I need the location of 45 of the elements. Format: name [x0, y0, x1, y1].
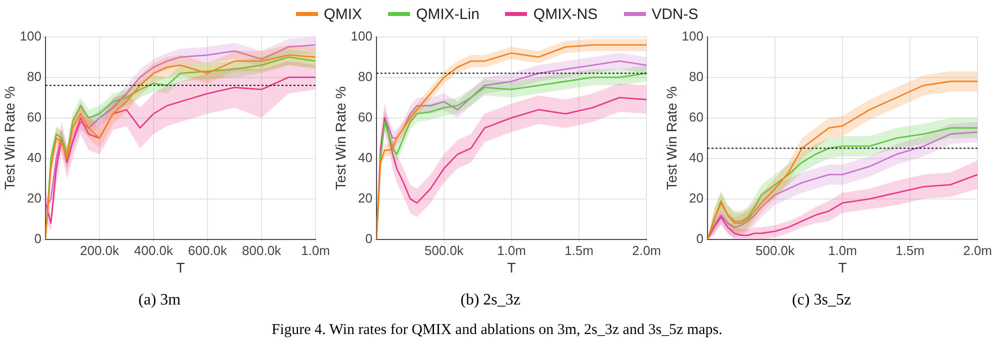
y-axis-title: Test Win Rate %: [332, 86, 348, 190]
x-tick-label: 800.0k: [242, 242, 282, 258]
y-tick-label: 40: [358, 150, 372, 165]
y-tick-label: 0: [365, 230, 372, 246]
x-tick-label: 1.0m: [497, 242, 526, 258]
y-tick-label: 60: [689, 109, 704, 124]
x-tick-label: 500.0k: [424, 242, 464, 258]
y-tick-label: 20: [689, 190, 704, 206]
x-tick-label: 2.0m: [632, 242, 662, 258]
text: (c) 3s_5z: [792, 292, 852, 309]
y-axis-title: Test Win Rate %: [663, 86, 680, 190]
x-tick-label: 1.5m: [896, 242, 924, 258]
text: (b) 2s_3z: [460, 292, 520, 309]
x-tick-label: 1.0m: [828, 242, 857, 258]
y-tick-label: 80: [689, 68, 704, 84]
x-tick-label: 600.0k: [188, 242, 228, 258]
y-tick-label: 20: [358, 190, 372, 206]
x-axis-title: T: [176, 259, 186, 276]
y-axis-title: Test Win Rate %: [1, 86, 18, 190]
y-tick-label: 40: [27, 150, 42, 165]
text: (a) 3m: [138, 292, 182, 309]
y-tick-label: 0: [696, 230, 704, 246]
x-axis-title: T: [838, 259, 848, 276]
x-tick-label: 2.0m: [963, 242, 992, 258]
x-axis-title: T: [507, 259, 516, 276]
x-tick-label: 1.0m: [301, 242, 330, 258]
y-tick-label: 100: [20, 28, 42, 44]
y-tick-label: 80: [358, 68, 372, 84]
y-tick-label: 80: [27, 68, 42, 84]
x-tick-label: 400.0k: [134, 242, 174, 258]
y-tick-label: 40: [689, 150, 704, 165]
y-tick-label: 100: [682, 28, 704, 44]
x-tick-label: 1.5m: [564, 242, 594, 258]
legend-label: QMIX: [324, 6, 362, 22]
legend-label: VDN-S: [652, 6, 698, 22]
y-tick-label: 0: [34, 230, 42, 246]
legend-label: QMIX-Lin: [416, 6, 480, 22]
y-tick-label: 60: [358, 109, 372, 124]
x-tick-label: 200.0k: [80, 242, 120, 258]
legend-label: QMIX-NS: [533, 6, 598, 22]
y-tick-label: 60: [27, 109, 42, 124]
x-tick-label: 500.0k: [755, 242, 796, 258]
caption: Figure 4. Win rates for QMIX and ablations on 3m, 2s_3z and 3s_5z maps.: [270, 322, 724, 339]
y-tick-label: 20: [27, 190, 42, 206]
y-tick-label: 100: [350, 28, 372, 44]
